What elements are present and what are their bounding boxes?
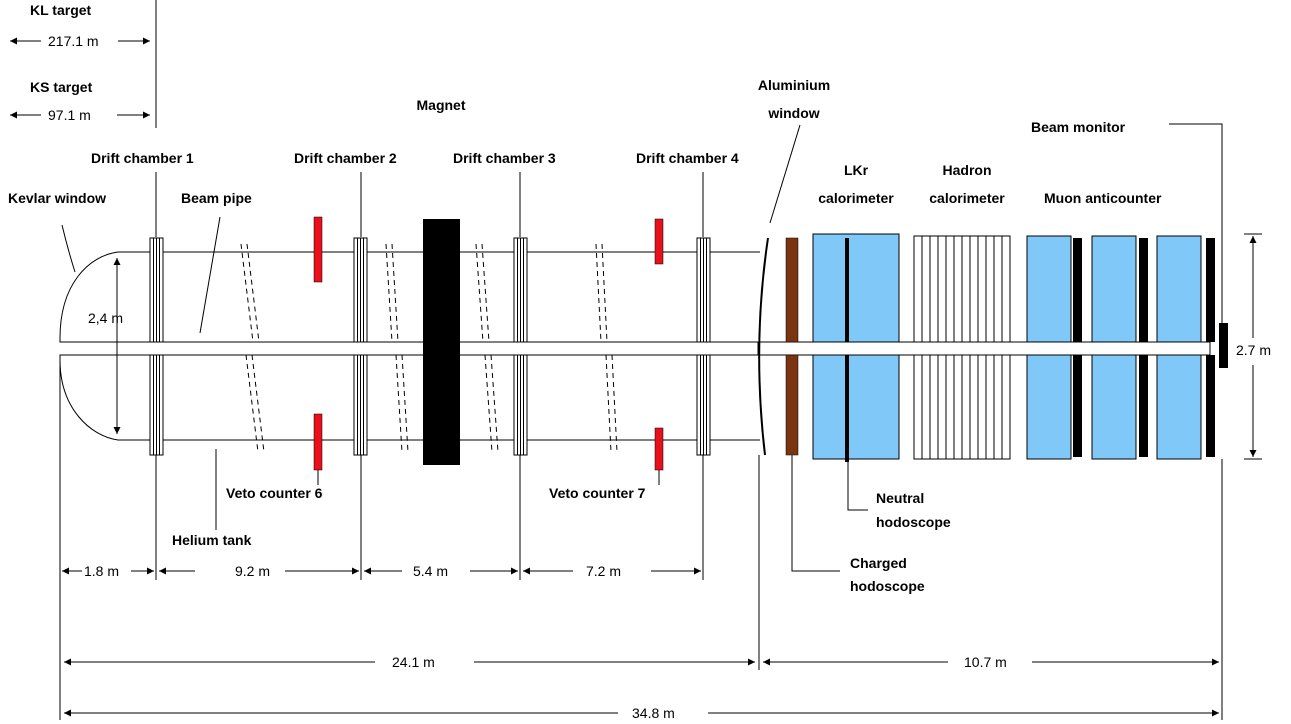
charged-hodoscope-upper xyxy=(785,237,799,343)
drift-chamber-2 xyxy=(353,237,368,456)
veto-counter-6-lower xyxy=(313,413,323,471)
lkr-upper xyxy=(812,233,900,343)
drift-chamber-3-label: Drift chamber 3 xyxy=(453,150,556,166)
muon-iron-2-upper xyxy=(1091,235,1137,343)
dim-7-2: 7.2 m xyxy=(586,563,621,579)
dim-1-8: 1.8 m xyxy=(84,563,119,579)
flange-3 xyxy=(475,243,499,453)
flange-4 xyxy=(595,243,618,453)
kevlar-window-leader xyxy=(61,224,76,273)
dim-34-8: 34.8 m xyxy=(632,705,675,721)
veto-counter-7-label: Veto counter 7 xyxy=(549,485,646,501)
hadron-plates xyxy=(921,236,1003,459)
veto-counters xyxy=(313,216,664,471)
tank-flanges xyxy=(240,243,618,453)
veto-counter-7-lower xyxy=(654,427,664,471)
lkr-lower xyxy=(812,354,900,460)
tank-lower-wall xyxy=(59,354,760,441)
lkr-label-line1: LKr xyxy=(844,162,869,178)
drift-chamber-1-label: Drift chamber 1 xyxy=(91,150,194,166)
beam-pipe-leader xyxy=(199,216,221,334)
dc4-planes xyxy=(700,238,707,455)
dim-10-7: 10.7 m xyxy=(964,654,1007,670)
tank-upper-wall xyxy=(59,251,760,343)
flange-2 xyxy=(385,243,409,453)
muon-anticounter-label: Muon anticounter xyxy=(1044,190,1162,206)
drift-chamber-1 xyxy=(149,237,164,456)
flange-1 xyxy=(240,243,265,453)
segment-dimensions: 1.8 m 9.2 m 5.4 m 7.2 m xyxy=(62,563,701,579)
detector-height-label: 2.7 m xyxy=(1236,342,1271,358)
detector-height-dimension xyxy=(1244,233,1262,460)
hadron-calorimeter xyxy=(913,235,1011,460)
aluminium-window xyxy=(758,237,769,456)
drift-chamber-3 xyxy=(513,237,528,456)
veto-counter-6-label: Veto counter 6 xyxy=(226,485,323,501)
leader-lines xyxy=(61,123,1223,572)
charged-hodoscope-label-line1: Charged xyxy=(850,555,907,571)
helium-tank-label: Helium tank xyxy=(172,532,252,548)
dc1-planes xyxy=(153,238,160,455)
muon-counter-3-upper xyxy=(1206,238,1215,342)
muon-iron-3-upper xyxy=(1156,235,1202,343)
kevlar-window-label: Kevlar window xyxy=(8,190,106,206)
aluminium-window-label-line2: window xyxy=(767,105,819,121)
beam-pipe-label: Beam pipe xyxy=(181,190,252,206)
muon-iron-1-upper xyxy=(1026,235,1072,343)
neutral-hodoscope-lower xyxy=(845,355,849,462)
hadron-label-line2: calorimeter xyxy=(929,190,1005,206)
lkr-label-line2: calorimeter xyxy=(818,190,894,206)
neutral-hodoscope-label-line2: hodoscope xyxy=(876,514,951,530)
charged-hodoscope-label-line2: hodoscope xyxy=(850,578,925,594)
component-labels: Magnet Aluminium window Beam monitor Dri… xyxy=(8,77,1271,594)
aluminium-window-label-line1: Aluminium xyxy=(758,77,830,93)
charged-hodoscope xyxy=(785,237,799,456)
hadron-label-line1: Hadron xyxy=(943,162,992,178)
ks-target-distance: 97.1 m xyxy=(48,107,91,123)
beam-monitor-leader xyxy=(1169,123,1223,323)
dim-5-4: 5.4 m xyxy=(413,563,448,579)
dc3-planes xyxy=(517,238,524,455)
neutral-hodoscope-label-line1: Neutral xyxy=(876,490,924,506)
muon-counter-3-lower xyxy=(1206,355,1215,457)
dim-9-2: 9.2 m xyxy=(235,563,270,579)
beam-monitor-label: Beam monitor xyxy=(1031,119,1126,135)
kl-target-distance: 217.1 m xyxy=(48,33,99,49)
muon-iron-3-lower xyxy=(1156,354,1202,460)
muon-anticounter xyxy=(1026,235,1215,460)
muon-counter-2-lower xyxy=(1139,355,1148,457)
charged-hodoscope-lower xyxy=(785,354,799,456)
target-indicators: KL target 217.1 m KS target 97.1 m xyxy=(10,0,157,128)
muon-counter-2-upper xyxy=(1139,238,1148,342)
neutral-hodoscope-upper xyxy=(845,238,849,342)
muon-counter-1-upper xyxy=(1073,238,1082,342)
region-dimensions: 24.1 m 10.7 m 34.8 m xyxy=(64,654,1219,721)
veto-counter-6-upper xyxy=(313,216,323,283)
veto-counter-7-upper xyxy=(654,218,664,265)
drift-chamber-4-label: Drift chamber 4 xyxy=(636,150,739,166)
beam-pipe-through-detector xyxy=(757,341,1211,356)
drift-chamber-4 xyxy=(696,237,711,456)
dc2-planes xyxy=(357,238,364,455)
aluminium-window-leader xyxy=(769,124,801,224)
dim-24-1: 24.1 m xyxy=(392,654,435,670)
neutral-hodoscope-leader xyxy=(847,462,868,511)
drift-chamber-2-label: Drift chamber 2 xyxy=(294,150,397,166)
tank-diameter-label: 2,4 m xyxy=(88,310,123,326)
muon-counter-1-lower xyxy=(1073,355,1082,457)
kl-target-label: KL target xyxy=(30,2,92,18)
charged-hodoscope-leader xyxy=(791,455,840,572)
muon-iron-1-lower xyxy=(1026,354,1072,460)
magnet-label: Magnet xyxy=(417,97,466,113)
extension-lines xyxy=(59,360,1223,720)
muon-iron-2-lower xyxy=(1091,354,1137,460)
lkr-calorimeter xyxy=(812,233,900,462)
ks-target-label: KS target xyxy=(30,79,93,95)
magnet xyxy=(423,219,460,465)
beam-monitor xyxy=(1219,323,1228,368)
